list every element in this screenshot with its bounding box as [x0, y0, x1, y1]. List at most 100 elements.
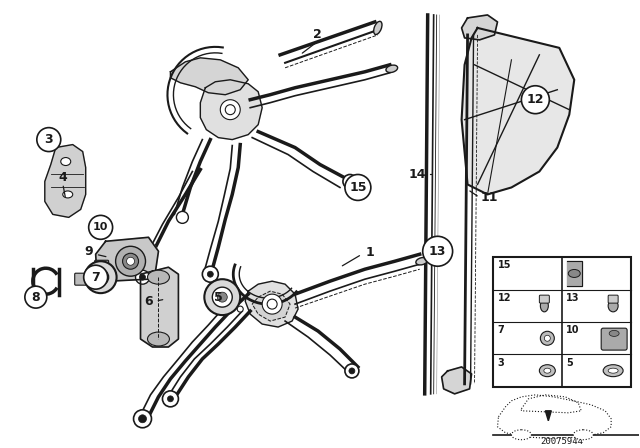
Text: 9: 9 [84, 245, 93, 258]
Circle shape [422, 236, 452, 266]
Text: 8: 8 [31, 291, 40, 304]
Circle shape [218, 292, 227, 302]
Ellipse shape [416, 258, 428, 265]
Text: 3: 3 [497, 358, 504, 367]
Polygon shape [567, 261, 582, 286]
Circle shape [345, 364, 359, 378]
Circle shape [345, 174, 371, 200]
Circle shape [93, 276, 96, 279]
Ellipse shape [374, 22, 382, 34]
Circle shape [127, 257, 134, 265]
Circle shape [140, 274, 145, 280]
Ellipse shape [540, 365, 556, 377]
FancyBboxPatch shape [75, 273, 86, 285]
Ellipse shape [544, 368, 551, 373]
Text: 12: 12 [497, 293, 511, 303]
Circle shape [168, 396, 173, 402]
Text: 12: 12 [527, 93, 544, 106]
Circle shape [102, 271, 105, 274]
Text: 10: 10 [93, 222, 108, 233]
Circle shape [134, 410, 152, 428]
Text: 5: 5 [566, 358, 573, 367]
Text: 1: 1 [365, 246, 374, 259]
Circle shape [262, 294, 282, 314]
Ellipse shape [511, 430, 531, 440]
Polygon shape [252, 291, 290, 321]
Circle shape [102, 281, 105, 284]
Circle shape [93, 269, 109, 285]
Circle shape [267, 299, 277, 309]
Polygon shape [170, 58, 248, 95]
Circle shape [522, 86, 549, 114]
Circle shape [37, 128, 61, 151]
Polygon shape [497, 395, 611, 439]
Text: 6: 6 [144, 295, 153, 308]
Polygon shape [461, 28, 574, 194]
Circle shape [204, 279, 240, 315]
Text: 5: 5 [214, 291, 223, 304]
Circle shape [89, 215, 113, 239]
Ellipse shape [147, 332, 170, 346]
Circle shape [343, 174, 357, 189]
Circle shape [123, 253, 138, 269]
Circle shape [237, 306, 243, 312]
Circle shape [105, 276, 108, 279]
Circle shape [225, 105, 236, 115]
Text: 15: 15 [349, 181, 367, 194]
Text: 15: 15 [497, 260, 511, 270]
Text: 3: 3 [44, 133, 53, 146]
Ellipse shape [568, 269, 580, 277]
Polygon shape [245, 281, 298, 327]
Text: 4: 4 [58, 171, 67, 184]
Text: 13: 13 [566, 293, 580, 303]
FancyBboxPatch shape [540, 295, 549, 303]
Circle shape [220, 100, 240, 120]
Ellipse shape [540, 300, 548, 312]
Polygon shape [141, 267, 179, 347]
Ellipse shape [609, 331, 619, 336]
Text: 14: 14 [409, 168, 426, 181]
Ellipse shape [573, 430, 593, 440]
Circle shape [25, 286, 47, 308]
Polygon shape [545, 411, 551, 421]
Ellipse shape [603, 365, 623, 377]
Ellipse shape [540, 331, 554, 345]
Circle shape [347, 178, 353, 185]
Ellipse shape [608, 368, 618, 373]
Polygon shape [442, 367, 472, 394]
Text: 2: 2 [312, 28, 321, 41]
Circle shape [84, 265, 108, 289]
Text: 7: 7 [92, 271, 100, 284]
FancyBboxPatch shape [95, 260, 109, 270]
Circle shape [96, 271, 99, 274]
Ellipse shape [545, 335, 550, 341]
Bar [493, 257, 631, 387]
FancyBboxPatch shape [608, 295, 618, 303]
Polygon shape [461, 15, 497, 40]
Circle shape [212, 287, 232, 307]
Circle shape [136, 270, 150, 284]
FancyBboxPatch shape [601, 328, 627, 350]
Ellipse shape [147, 270, 170, 284]
Ellipse shape [386, 65, 397, 73]
Ellipse shape [61, 158, 71, 165]
Circle shape [202, 266, 218, 282]
Polygon shape [522, 395, 581, 413]
Text: 10: 10 [566, 325, 580, 335]
Text: 20075944: 20075944 [541, 437, 584, 446]
Ellipse shape [63, 191, 73, 198]
Text: 7: 7 [497, 325, 504, 335]
Polygon shape [200, 80, 262, 140]
Text: 11: 11 [481, 191, 499, 204]
Text: 13: 13 [429, 245, 446, 258]
Circle shape [177, 211, 188, 224]
Circle shape [138, 415, 147, 423]
Circle shape [207, 271, 213, 277]
Circle shape [349, 368, 355, 374]
Circle shape [84, 261, 116, 293]
Polygon shape [95, 237, 159, 281]
Circle shape [96, 281, 99, 284]
Ellipse shape [608, 300, 618, 312]
Circle shape [116, 246, 145, 276]
Polygon shape [45, 145, 86, 217]
